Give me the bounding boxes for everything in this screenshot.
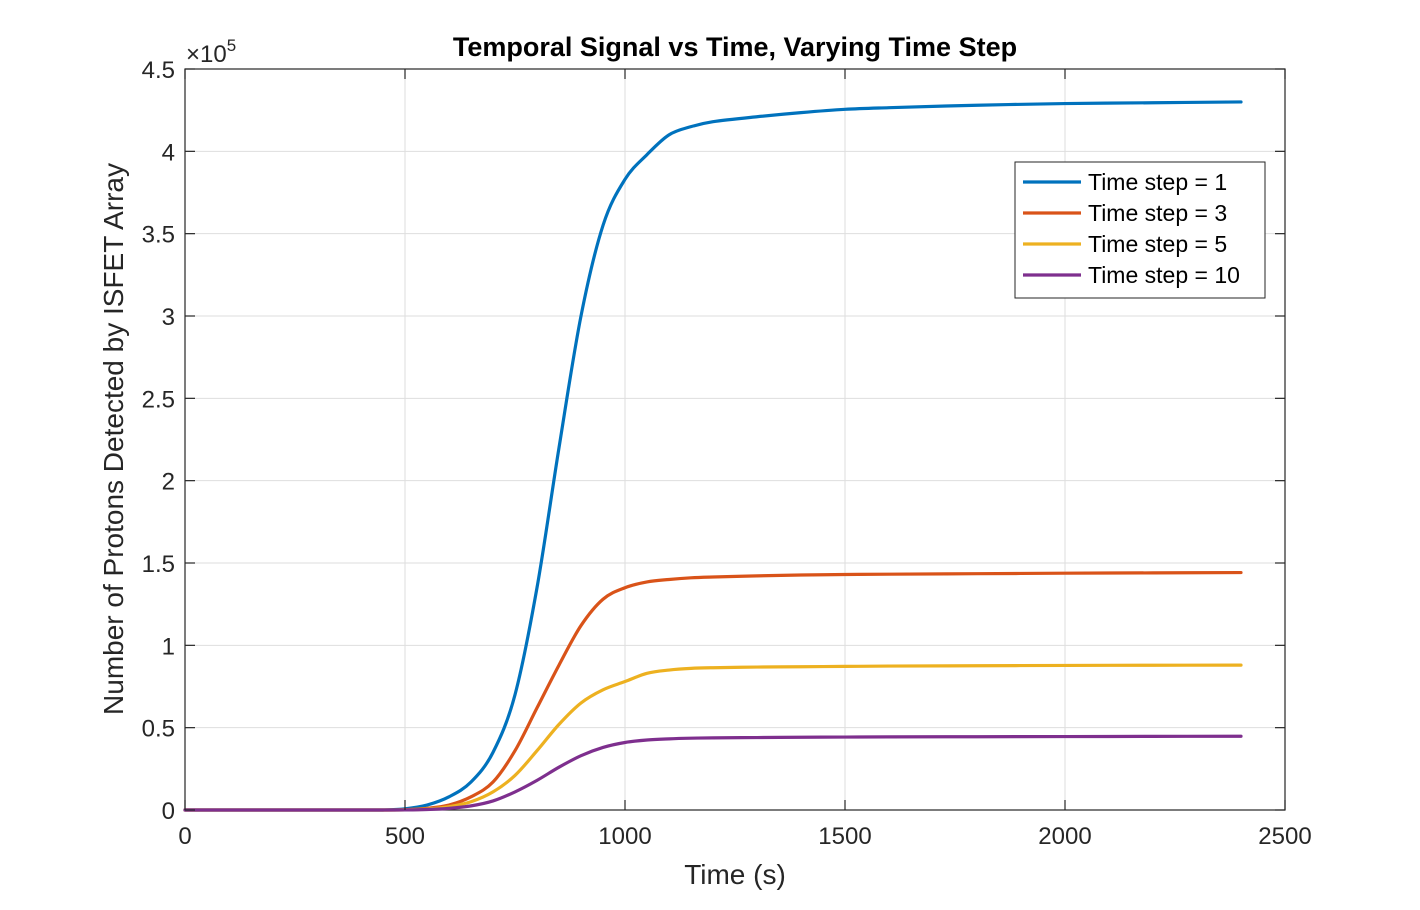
legend-label-2: Time step = 3	[1088, 200, 1227, 226]
series-line-4	[183, 734, 1243, 812]
tick-labels: 0 500 1000 1500 2000 2500 0 0.5 1 1.5 2 2.5 3 3.5 4 4.5	[142, 57, 1312, 850]
x-tick-label: 1000	[598, 823, 651, 850]
y-tick-label: 1.5	[142, 551, 175, 578]
legend: Time step = 1 Time step = 3 Time step = 5 T…	[1014, 161, 1266, 299]
x-tick-label: 2000	[1038, 823, 1091, 850]
y-tick-label: 0.5	[142, 716, 175, 743]
y-axis-multiplier-exponent: 5	[227, 36, 236, 55]
x-tick-label: 2500	[1258, 823, 1311, 850]
y-axis-multiplier-base: ×10	[186, 41, 227, 68]
y-tick-label: 2	[162, 469, 175, 496]
y-tick-label: 4	[162, 139, 175, 166]
chart-title: Temporal Signal vs Time, Varying Time St…	[453, 32, 1017, 62]
x-axis-label: Time (s)	[684, 859, 786, 890]
y-tick-label: 4.5	[142, 57, 175, 84]
legend-label-4: Time step = 10	[1088, 262, 1240, 288]
axes	[184, 68, 1286, 811]
axes-box	[184, 68, 1286, 811]
series-group	[183, 100, 1243, 812]
y-tick-label: 3	[162, 304, 175, 331]
y-tick-label: 0	[162, 798, 175, 825]
y-tick-label: 3.5	[142, 222, 175, 249]
y-tick-label: 2.5	[142, 386, 175, 413]
x-tick-label: 0	[178, 823, 191, 850]
y-axis-multiplier: ×105	[186, 36, 236, 68]
legend-label-1: Time step = 1	[1088, 169, 1227, 195]
x-tick-label: 1500	[818, 823, 871, 850]
y-tick-label: 1	[162, 633, 175, 660]
legend-label-3: Time step = 5	[1088, 231, 1227, 257]
y-axis-label: Number of Protons Detected by ISFET Arra…	[98, 163, 129, 715]
x-tick-label: 500	[385, 823, 425, 850]
